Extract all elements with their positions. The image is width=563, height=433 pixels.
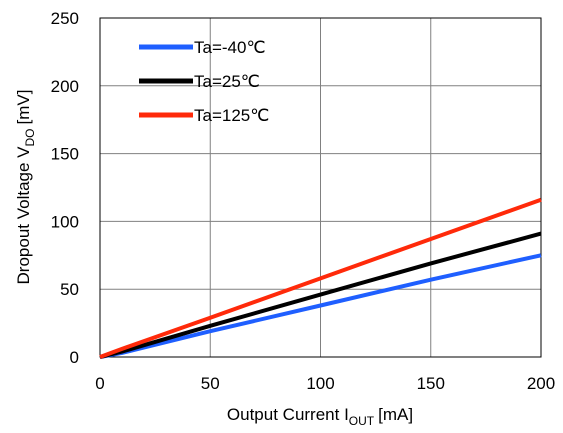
x-axis-title: Output Current IOUT [mA] [227,405,413,428]
x-tick-label: 150 [417,374,445,393]
legend-label-0: Ta=-40℃ [194,38,266,57]
y-tick-label: 250 [51,9,79,28]
legend-label-2: Ta=125℃ [194,106,269,125]
legend-label-1: Ta=25℃ [194,72,260,91]
y-axis-title: Dropout Voltage VDO[mV] [14,90,37,285]
x-tick-label: 50 [201,374,220,393]
y-tick-label: 50 [60,280,79,299]
x-tick-label: 200 [527,374,555,393]
y-axis-title-unit: [mV] [14,90,33,125]
y-tick-label: 150 [51,145,79,164]
x-tick-label: 100 [306,374,334,393]
y-tick-label: 200 [51,77,79,96]
legend: Ta=-40℃ Ta=25℃ Ta=125℃ [139,38,269,125]
plot-frame [99,17,542,358]
series-line-1 [99,231,542,359]
series-layer [99,197,542,359]
y-tick-label: 0 [70,348,79,367]
x-tick-label: 0 [95,374,104,393]
x-tick-labels: 0 50 100 150 200 [95,374,555,393]
y-tick-labels: 0 50 100 150 200 250 [51,9,79,367]
y-axis-title-subscript: DO [23,128,37,146]
x-axis-title-unit: [mA] [378,405,413,424]
x-axis-title-subscript: OUT [349,414,375,428]
series-line-2 [99,197,542,359]
y-tick-label: 100 [51,212,79,231]
